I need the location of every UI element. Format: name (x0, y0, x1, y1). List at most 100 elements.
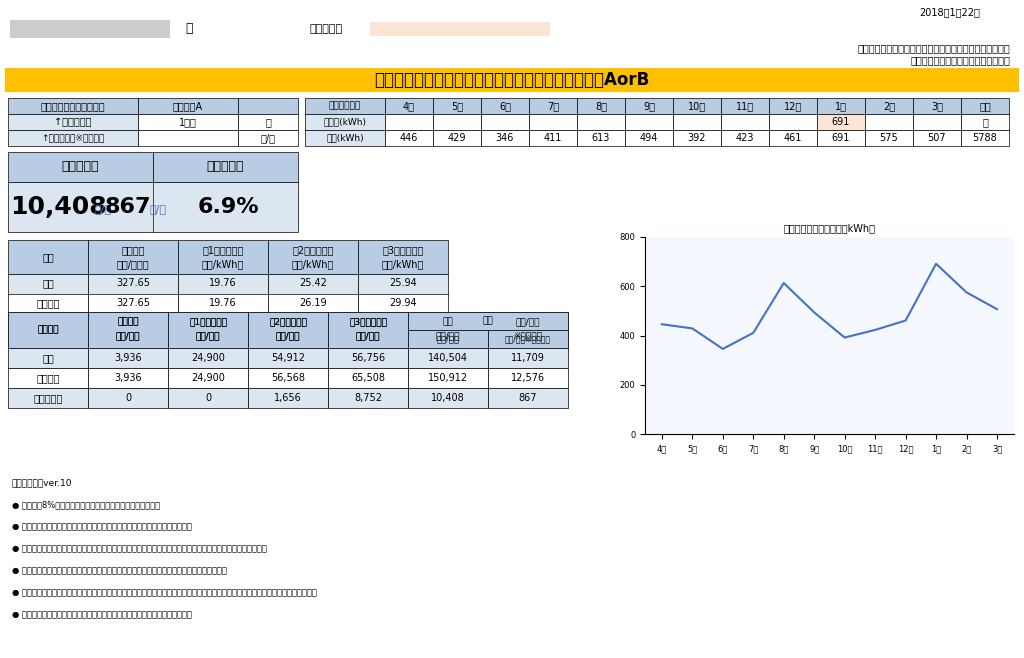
Text: 円/月: 円/月 (260, 133, 275, 143)
Text: 第2段従量料金: 第2段従量料金 (269, 318, 307, 326)
Text: 12,576: 12,576 (511, 373, 545, 383)
Text: 65,508: 65,508 (351, 373, 385, 383)
Text: 円/年: 円/年 (94, 204, 112, 214)
Bar (268, 274, 358, 296)
Text: ※通年平均: ※通年平均 (513, 332, 543, 340)
Bar (168, 388, 248, 408)
Bar (385, 98, 433, 114)
Text: 3月: 3月 (931, 101, 943, 111)
Bar (488, 348, 568, 368)
Bar (178, 294, 268, 316)
Text: ● 　供給開始後は再生可能エネルギー発電促進賦課金・燃料費調整額を加味してご請求いたします。（算定式は関西電力と同一です）: ● 供給開始後は再生可能エネルギー発電促進賦課金・燃料費調整額を加味してご請求い… (12, 588, 316, 597)
Text: 56,568: 56,568 (271, 373, 305, 383)
Bar (488, 330, 568, 348)
Text: 1契約: 1契約 (179, 117, 197, 127)
Bar (370, 22, 550, 36)
Text: 24,900: 24,900 (191, 353, 225, 363)
Text: 867: 867 (519, 393, 538, 403)
Text: （円/年）: （円/年） (116, 332, 140, 340)
Text: 5788: 5788 (973, 133, 997, 143)
Bar (10, 20, 170, 38)
Bar (138, 114, 238, 130)
Text: 327.65: 327.65 (116, 298, 150, 308)
Bar (961, 130, 1009, 146)
Text: ご注意事項＿ver.10: ご注意事項＿ver.10 (12, 478, 73, 487)
Bar (305, 98, 385, 114)
Bar (248, 312, 328, 348)
Text: 推定(kWh): 推定(kWh) (327, 134, 364, 143)
Text: 29.94: 29.94 (389, 298, 417, 308)
Text: 429: 429 (447, 133, 466, 143)
Text: 想定削減額: 想定削減額 (34, 393, 62, 403)
Bar (433, 98, 481, 114)
Bar (238, 114, 298, 130)
Text: 関西電力: 関西電力 (36, 373, 59, 383)
Text: 第1段従量料金: 第1段従量料金 (189, 318, 227, 326)
Text: ご入力(kWh): ご入力(kWh) (324, 118, 367, 126)
Text: 9月: 9月 (643, 101, 655, 111)
Bar (769, 98, 817, 114)
Text: （円/契約）: （円/契約） (117, 259, 150, 269)
Text: 基本料金: 基本料金 (121, 245, 144, 255)
Text: （円/年）: （円/年） (355, 332, 380, 340)
Text: 8,752: 8,752 (354, 393, 382, 403)
Text: ● 　試算結果には再生可能エネルギー発電促進賦課金・燃料費調整額は含まれておりません。: ● 試算結果には再生可能エネルギー発電促進賦課金・燃料費調整額は含まれておりませ… (12, 566, 227, 575)
Text: 2018年1月22日: 2018年1月22日 (920, 7, 980, 17)
Bar (529, 130, 577, 146)
Text: ↑＿電気料金※通年平均: ↑＿電気料金※通年平均 (41, 134, 104, 143)
Bar (8, 274, 88, 296)
Text: 10,408: 10,408 (431, 393, 465, 403)
Text: 346: 346 (496, 133, 514, 143)
Text: 第2段従量料金: 第2段従量料金 (292, 245, 334, 255)
Bar (88, 368, 168, 388)
Bar (8, 114, 138, 130)
Bar (481, 114, 529, 130)
Text: 1,656: 1,656 (274, 393, 302, 403)
Bar (88, 388, 168, 408)
Text: （円/年）: （円/年） (275, 332, 300, 340)
Text: （円/年）: （円/年） (436, 332, 460, 340)
Text: 8月: 8月 (595, 101, 607, 111)
Text: 円/月: 円/月 (150, 204, 167, 214)
Text: 基本料金: 基本料金 (118, 318, 138, 326)
Text: （円/月）: （円/月） (516, 318, 541, 326)
Text: 第1段従量料金: 第1段従量料金 (203, 245, 244, 255)
Bar (358, 274, 449, 296)
Text: 2月: 2月 (883, 101, 895, 111)
Bar (8, 182, 298, 232)
Text: 10,408: 10,408 (9, 195, 106, 219)
Bar (305, 114, 385, 130)
Text: ● 　供給開始日はお申込み後、最初の関西電力の検針日を予定しております。: ● 供給開始日はお申込み後、最初の関西電力の検針日を予定しております。 (12, 522, 191, 531)
Text: ● 　このシミュレーションは参考値ですので、お客様のご使用状況が変わった場合、各試算結果が変わります。: ● このシミュレーションは参考値ですので、お客様のご使用状況が変わった場合、各試… (12, 544, 267, 553)
Text: 691: 691 (831, 117, 850, 127)
Text: 4月: 4月 (403, 101, 415, 111)
Bar (178, 240, 268, 274)
Bar (328, 388, 408, 408)
Bar (358, 240, 449, 274)
Text: （円/kWh）: （円/kWh） (292, 259, 334, 269)
Text: 507: 507 (928, 133, 946, 143)
Bar (168, 368, 248, 388)
Text: 料金試算: 料金試算 (37, 326, 58, 334)
Bar (305, 130, 385, 146)
Text: 単価: 単価 (42, 252, 54, 262)
Text: 3,936: 3,936 (115, 353, 141, 363)
Text: 年間: 年間 (979, 101, 991, 111)
Text: ● 　消費税8%を含んだ単価、料金試算を提示しております。: ● 消費税8%を含んだ単価、料金試算を提示しております。 (12, 500, 160, 509)
Bar (168, 312, 248, 348)
Text: 第3段従量料金: 第3段従量料金 (349, 318, 387, 326)
Bar (673, 130, 721, 146)
Bar (88, 274, 178, 296)
Text: ・: ・ (982, 117, 988, 127)
Text: 867: 867 (104, 197, 152, 217)
Bar (8, 130, 138, 146)
Bar (913, 98, 961, 114)
Bar (865, 114, 913, 130)
Bar (913, 130, 961, 146)
Text: 0: 0 (125, 393, 131, 403)
Text: （円/年）: （円/年） (355, 332, 380, 340)
Bar (88, 294, 178, 316)
Bar (529, 114, 577, 130)
Text: 6.9%: 6.9% (198, 197, 259, 217)
Text: 19.76: 19.76 (209, 278, 237, 288)
